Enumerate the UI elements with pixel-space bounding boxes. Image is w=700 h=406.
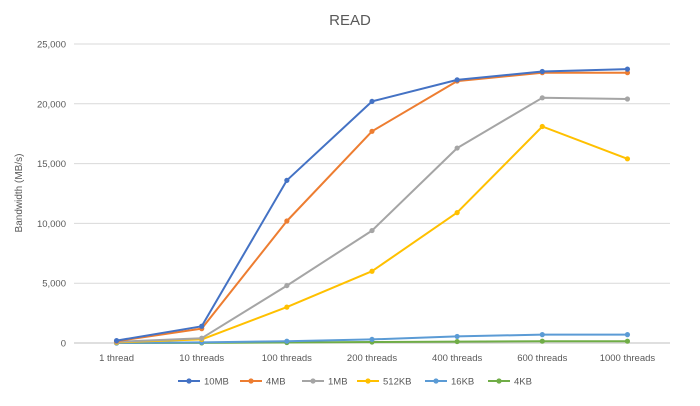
legend-item: 16KB — [425, 377, 474, 388]
x-tick-label: 600 threads — [517, 353, 567, 364]
data-point — [454, 145, 460, 151]
series-lines — [113, 66, 631, 346]
y-tick-label: 0 — [61, 339, 66, 350]
x-tick-label: 100 threads — [262, 353, 312, 364]
data-point — [454, 77, 460, 83]
y-tick-label: 10,000 — [37, 219, 66, 230]
legend-label: 16KB — [451, 377, 474, 388]
legend-swatch-marker — [496, 378, 502, 384]
legend-item: 1MB — [302, 377, 348, 388]
legend-swatch-marker — [186, 378, 192, 384]
data-point — [369, 98, 375, 105]
y-tick-label: 15,000 — [37, 159, 66, 170]
x-tick-label: 1000 threads — [600, 353, 656, 364]
legend-label: 1MB — [328, 377, 348, 388]
y-tick-label: 5,000 — [42, 279, 66, 290]
legend-item: 512KB — [357, 377, 412, 388]
data-point — [624, 96, 631, 102]
legend-item: 4MB — [240, 377, 286, 388]
x-tick-label: 10 threads — [179, 353, 224, 364]
series-10mb — [113, 66, 631, 344]
x-tick-label: 1 thread — [99, 353, 134, 364]
data-point — [369, 227, 375, 234]
data-point — [539, 332, 545, 338]
legend-label: 4KB — [514, 377, 532, 388]
data-point — [539, 95, 545, 101]
data-point — [539, 68, 545, 75]
data-point — [199, 335, 205, 341]
y-tick-labels: 0 5,000 10,000 15,000 20,000 25,000 — [37, 40, 66, 350]
legend-swatch-marker — [310, 378, 316, 384]
legend-label: 512KB — [383, 377, 412, 388]
data-point — [199, 323, 205, 329]
series-1mb — [113, 95, 631, 345]
y-tick-label: 25,000 — [37, 40, 66, 51]
data-point — [284, 218, 290, 224]
x-tick-label: 200 threads — [347, 353, 397, 364]
x-tick-labels: 1 thread 10 threads 100 threads 200 threads… — [99, 353, 655, 364]
data-point — [369, 268, 375, 274]
data-point — [369, 336, 375, 343]
legend-item: 10MB — [178, 377, 229, 388]
legend-item: 4KB — [488, 377, 532, 388]
legend-swatch-marker — [248, 378, 254, 384]
data-point — [624, 70, 631, 76]
legend-label: 4MB — [266, 377, 286, 388]
data-point — [369, 128, 375, 134]
legend-swatch-marker — [433, 378, 439, 384]
data-point — [284, 282, 290, 289]
y-tick-label: 20,000 — [37, 99, 66, 110]
data-point — [454, 333, 460, 340]
legend-label: 10MB — [204, 377, 229, 388]
data-point — [624, 66, 631, 72]
data-point — [624, 332, 631, 338]
data-point — [284, 304, 290, 310]
data-point — [284, 338, 290, 344]
y-axis-label: Bandwidth (MB/s) — [14, 154, 25, 233]
chart-title: READ — [329, 12, 371, 29]
data-point — [539, 338, 545, 344]
x-tick-label: 400 threads — [432, 353, 482, 364]
data-point — [624, 156, 631, 162]
legend: 10MB 4MB 1MB 512KB 16KB 4KB — [178, 377, 532, 388]
data-point — [624, 338, 631, 344]
data-point — [454, 338, 460, 345]
data-point — [284, 177, 290, 183]
data-point — [113, 338, 120, 344]
data-point — [454, 210, 460, 216]
legend-swatch-marker — [365, 378, 371, 384]
data-point — [539, 123, 545, 130]
